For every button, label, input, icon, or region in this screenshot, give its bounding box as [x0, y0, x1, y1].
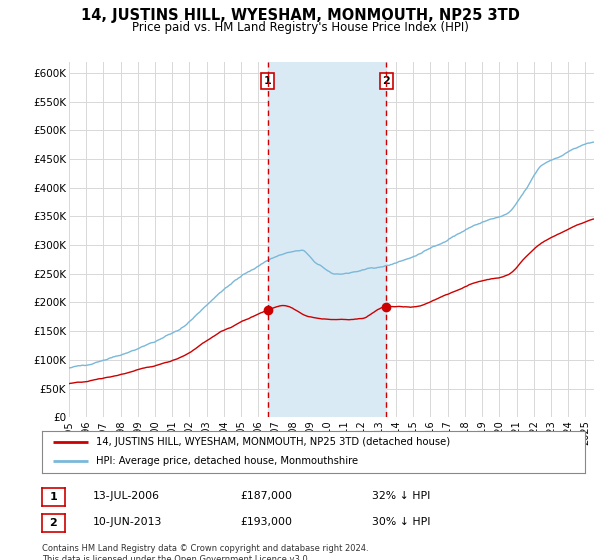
Text: 13-JUL-2006: 13-JUL-2006 — [93, 491, 160, 501]
Text: 30% ↓ HPI: 30% ↓ HPI — [372, 517, 431, 527]
Text: £193,000: £193,000 — [240, 517, 292, 527]
Text: 10-JUN-2013: 10-JUN-2013 — [93, 517, 163, 527]
Text: 14, JUSTINS HILL, WYESHAM, MONMOUTH, NP25 3TD: 14, JUSTINS HILL, WYESHAM, MONMOUTH, NP2… — [80, 8, 520, 24]
Text: 1: 1 — [50, 492, 57, 502]
Bar — [268, 62, 386, 417]
Text: HPI: Average price, detached house, Monmouthshire: HPI: Average price, detached house, Monm… — [97, 456, 358, 466]
Text: Contains HM Land Registry data © Crown copyright and database right 2024.
This d: Contains HM Land Registry data © Crown c… — [42, 544, 368, 560]
Text: 32% ↓ HPI: 32% ↓ HPI — [372, 491, 430, 501]
Text: 1: 1 — [264, 76, 272, 86]
Text: 2: 2 — [50, 518, 57, 528]
Text: Price paid vs. HM Land Registry's House Price Index (HPI): Price paid vs. HM Land Registry's House … — [131, 21, 469, 34]
Text: 2: 2 — [383, 76, 390, 86]
Text: 14, JUSTINS HILL, WYESHAM, MONMOUTH, NP25 3TD (detached house): 14, JUSTINS HILL, WYESHAM, MONMOUTH, NP2… — [97, 437, 451, 447]
Text: £187,000: £187,000 — [240, 491, 292, 501]
